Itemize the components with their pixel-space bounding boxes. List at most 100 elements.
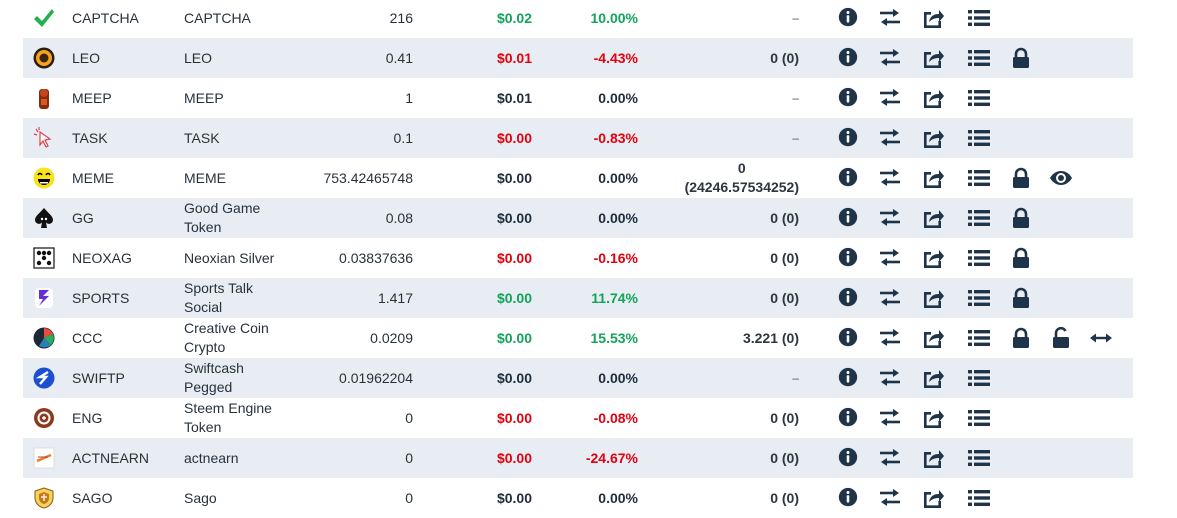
token-row: CCC Creative Coin Crypto 0.0209 $0.00 15.53%…	[23, 318, 1133, 358]
token-name-text: Neoxian Silver	[184, 249, 275, 266]
token-balance: 753.42465748	[323, 170, 413, 186]
token-symbol: LEO	[72, 50, 101, 66]
stake-value: 0 (24246.57534252)	[685, 159, 799, 197]
lock-icon[interactable]	[1009, 167, 1033, 189]
token-price: $0.01	[496, 50, 532, 66]
token-symbol: SWIFTP	[72, 370, 125, 386]
info-icon[interactable]	[836, 287, 860, 309]
transfer-icon[interactable]	[878, 207, 902, 229]
transfer-icon[interactable]	[878, 87, 902, 109]
delegate-arrows-icon[interactable]	[1089, 327, 1113, 349]
transfer-icon[interactable]	[878, 287, 902, 309]
token-symbol: MEEP	[72, 90, 112, 106]
token-stake: 0 (0)	[653, 38, 799, 78]
share-icon[interactable]	[921, 207, 945, 229]
list-icon[interactable]	[967, 87, 991, 109]
unlock-icon[interactable]	[1049, 327, 1073, 349]
lock-icon[interactable]	[1009, 327, 1033, 349]
transfer-icon[interactable]	[878, 167, 902, 189]
share-icon[interactable]	[921, 327, 945, 349]
stake-amount: 0 (0)	[770, 49, 799, 66]
list-icon[interactable]	[967, 127, 991, 149]
token-name: Sago	[184, 478, 294, 518]
info-icon[interactable]	[836, 47, 860, 69]
token-stake: 0 (0)	[653, 198, 799, 238]
share-icon[interactable]	[921, 127, 945, 149]
token-name-text: Good Game Token	[184, 200, 261, 235]
share-icon[interactable]	[921, 487, 945, 509]
token-balance: 216	[389, 10, 413, 26]
list-icon[interactable]	[967, 207, 991, 229]
token-row: MEME MEME 753.42465748 $0.00 0.00% 0 (24246.57…	[23, 158, 1133, 198]
token-price: $0.00	[496, 330, 532, 346]
share-icon[interactable]	[921, 447, 945, 469]
transfer-icon[interactable]	[878, 327, 902, 349]
transfer-icon[interactable]	[878, 367, 902, 389]
token-balance: 1	[405, 90, 413, 106]
transfer-icon[interactable]	[878, 47, 902, 69]
token-symbol: MEME	[72, 170, 114, 186]
token-stake: 0 (24246.57534252)	[653, 158, 799, 198]
info-icon[interactable]	[836, 407, 860, 429]
token-row: SAGO Sago 0 $0.00 0.00% 0 (0)	[23, 478, 1133, 518]
share-icon[interactable]	[921, 247, 945, 269]
transfer-icon[interactable]	[878, 127, 902, 149]
token-change: -24.67%	[585, 450, 638, 466]
share-icon[interactable]	[921, 367, 945, 389]
list-icon[interactable]	[967, 487, 991, 509]
token-change: 0.00%	[598, 90, 638, 106]
token-row: NEOXAG Neoxian Silver 0.03837636 $0.00 -0.16…	[23, 238, 1133, 278]
share-icon[interactable]	[921, 87, 945, 109]
share-icon[interactable]	[921, 287, 945, 309]
swift-icon	[33, 367, 55, 389]
share-icon[interactable]	[921, 47, 945, 69]
info-icon[interactable]	[836, 127, 860, 149]
list-icon[interactable]	[967, 367, 991, 389]
list-icon[interactable]	[967, 7, 991, 29]
token-price: $0.02	[496, 10, 532, 26]
info-icon[interactable]	[836, 367, 860, 389]
token-stake: –	[653, 118, 799, 158]
list-icon[interactable]	[967, 287, 991, 309]
transfer-icon[interactable]	[878, 7, 902, 29]
info-icon[interactable]	[836, 487, 860, 509]
transfer-icon[interactable]	[878, 247, 902, 269]
info-icon[interactable]	[836, 207, 860, 229]
token-balance: 0.03837636	[339, 250, 413, 266]
token-change: 0.00%	[598, 170, 638, 186]
ccc-icon	[33, 327, 55, 349]
lock-icon[interactable]	[1009, 47, 1033, 69]
info-icon[interactable]	[836, 447, 860, 469]
lock-icon[interactable]	[1009, 247, 1033, 269]
info-icon[interactable]	[836, 7, 860, 29]
transfer-icon[interactable]	[878, 487, 902, 509]
info-icon[interactable]	[836, 247, 860, 269]
share-icon[interactable]	[921, 167, 945, 189]
token-change: 0.00%	[598, 490, 638, 506]
list-icon[interactable]	[967, 167, 991, 189]
list-icon[interactable]	[967, 407, 991, 429]
token-row: ENG Steem Engine Token 0 $0.00 -0.08% 0 (0)	[23, 398, 1133, 438]
lock-icon[interactable]	[1009, 287, 1033, 309]
share-icon[interactable]	[921, 7, 945, 29]
token-name-text: TASK	[184, 129, 220, 146]
list-icon[interactable]	[967, 327, 991, 349]
list-icon[interactable]	[967, 447, 991, 469]
stake-value: –	[792, 369, 799, 388]
info-icon[interactable]	[836, 167, 860, 189]
token-name: actnearn	[184, 438, 294, 478]
list-icon[interactable]	[967, 247, 991, 269]
transfer-icon[interactable]	[878, 407, 902, 429]
stake-value: 3.221 (0)	[743, 329, 799, 348]
token-symbol: NEOXAG	[72, 250, 132, 266]
token-name: Steem Engine Token	[184, 398, 294, 438]
eye-icon[interactable]	[1049, 167, 1073, 189]
list-icon[interactable]	[967, 47, 991, 69]
token-name: MEME	[184, 158, 294, 198]
token-row: ACTNEARN actnearn 0 $0.00 -24.67% 0 (0)	[23, 438, 1133, 478]
info-icon[interactable]	[836, 327, 860, 349]
share-icon[interactable]	[921, 407, 945, 429]
lock-icon[interactable]	[1009, 207, 1033, 229]
info-icon[interactable]	[836, 87, 860, 109]
transfer-icon[interactable]	[878, 447, 902, 469]
